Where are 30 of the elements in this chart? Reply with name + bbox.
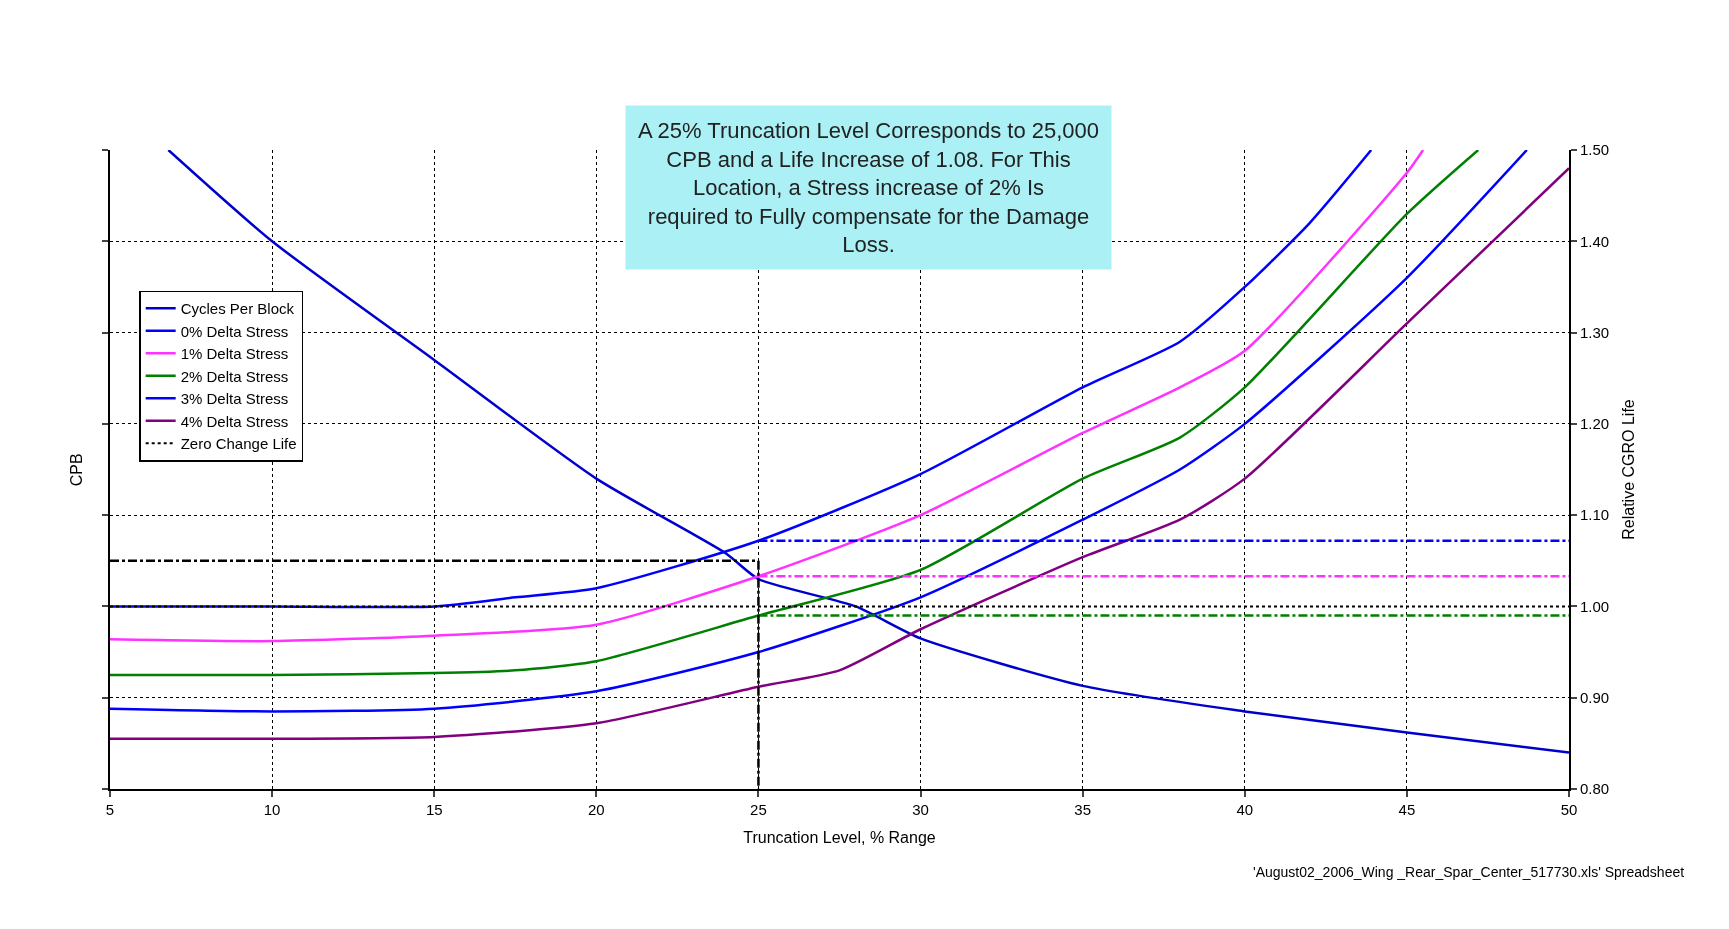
x-tick-label: 45 [1398, 801, 1416, 818]
y-tick-label: 1.10 [1580, 506, 1610, 524]
x-tick-label: 25 [750, 801, 767, 818]
y2-axis-title: Relative CGRO Life [1620, 399, 1638, 540]
x-tick-label: 10 [263, 801, 281, 818]
x-tick-label: 30 [912, 801, 929, 818]
y-axis-title: CPB [68, 453, 86, 487]
y-tick-label: 1.30 [1580, 323, 1610, 341]
annotation: A 25% Truncation Level Corresponds to 25,000 CPB and a Life Increase of 1.08. For This Location, a Stress increase of 2% Is required to Fully compensate for the Damage Loss. [638, 118, 1100, 258]
x-tick-label: 5 [105, 801, 115, 818]
x-tick-label: 50 [1560, 801, 1578, 818]
x-tick-label: 20 [587, 801, 605, 818]
legend-label: 0% Delta Stress [180, 322, 289, 340]
legend-label: Zero Change Life [180, 435, 297, 453]
x-tick-label: 35 [1074, 801, 1092, 818]
y-tick-label: 1.20 [1580, 415, 1610, 433]
legend-label: 4% Delta Stress [180, 412, 289, 430]
legend-label: 3% Delta Stress [180, 390, 289, 408]
x-axis-title: Truncation Level, % Range [743, 829, 936, 847]
y-tick-label: 1.40 [1580, 232, 1610, 250]
legend-label: 1% Delta Stress [180, 345, 289, 363]
legend-label: Cycles Per Block [180, 300, 295, 318]
x-tick-label: 15 [425, 801, 443, 818]
y-tick-label: 1.00 [1580, 597, 1610, 615]
y-tick-label: 1.50 [1580, 141, 1610, 159]
text: 'August02_2006_Wing _Rear_Spar_Center_517730.xls' Spreadsheet [1253, 864, 1685, 880]
legend-label: 2% Delta Stress [180, 367, 289, 385]
y-tick-label: 0.90 [1580, 688, 1610, 706]
y-tick-label: 0.80 [1580, 780, 1610, 798]
x-tick-label: 40 [1236, 801, 1254, 818]
